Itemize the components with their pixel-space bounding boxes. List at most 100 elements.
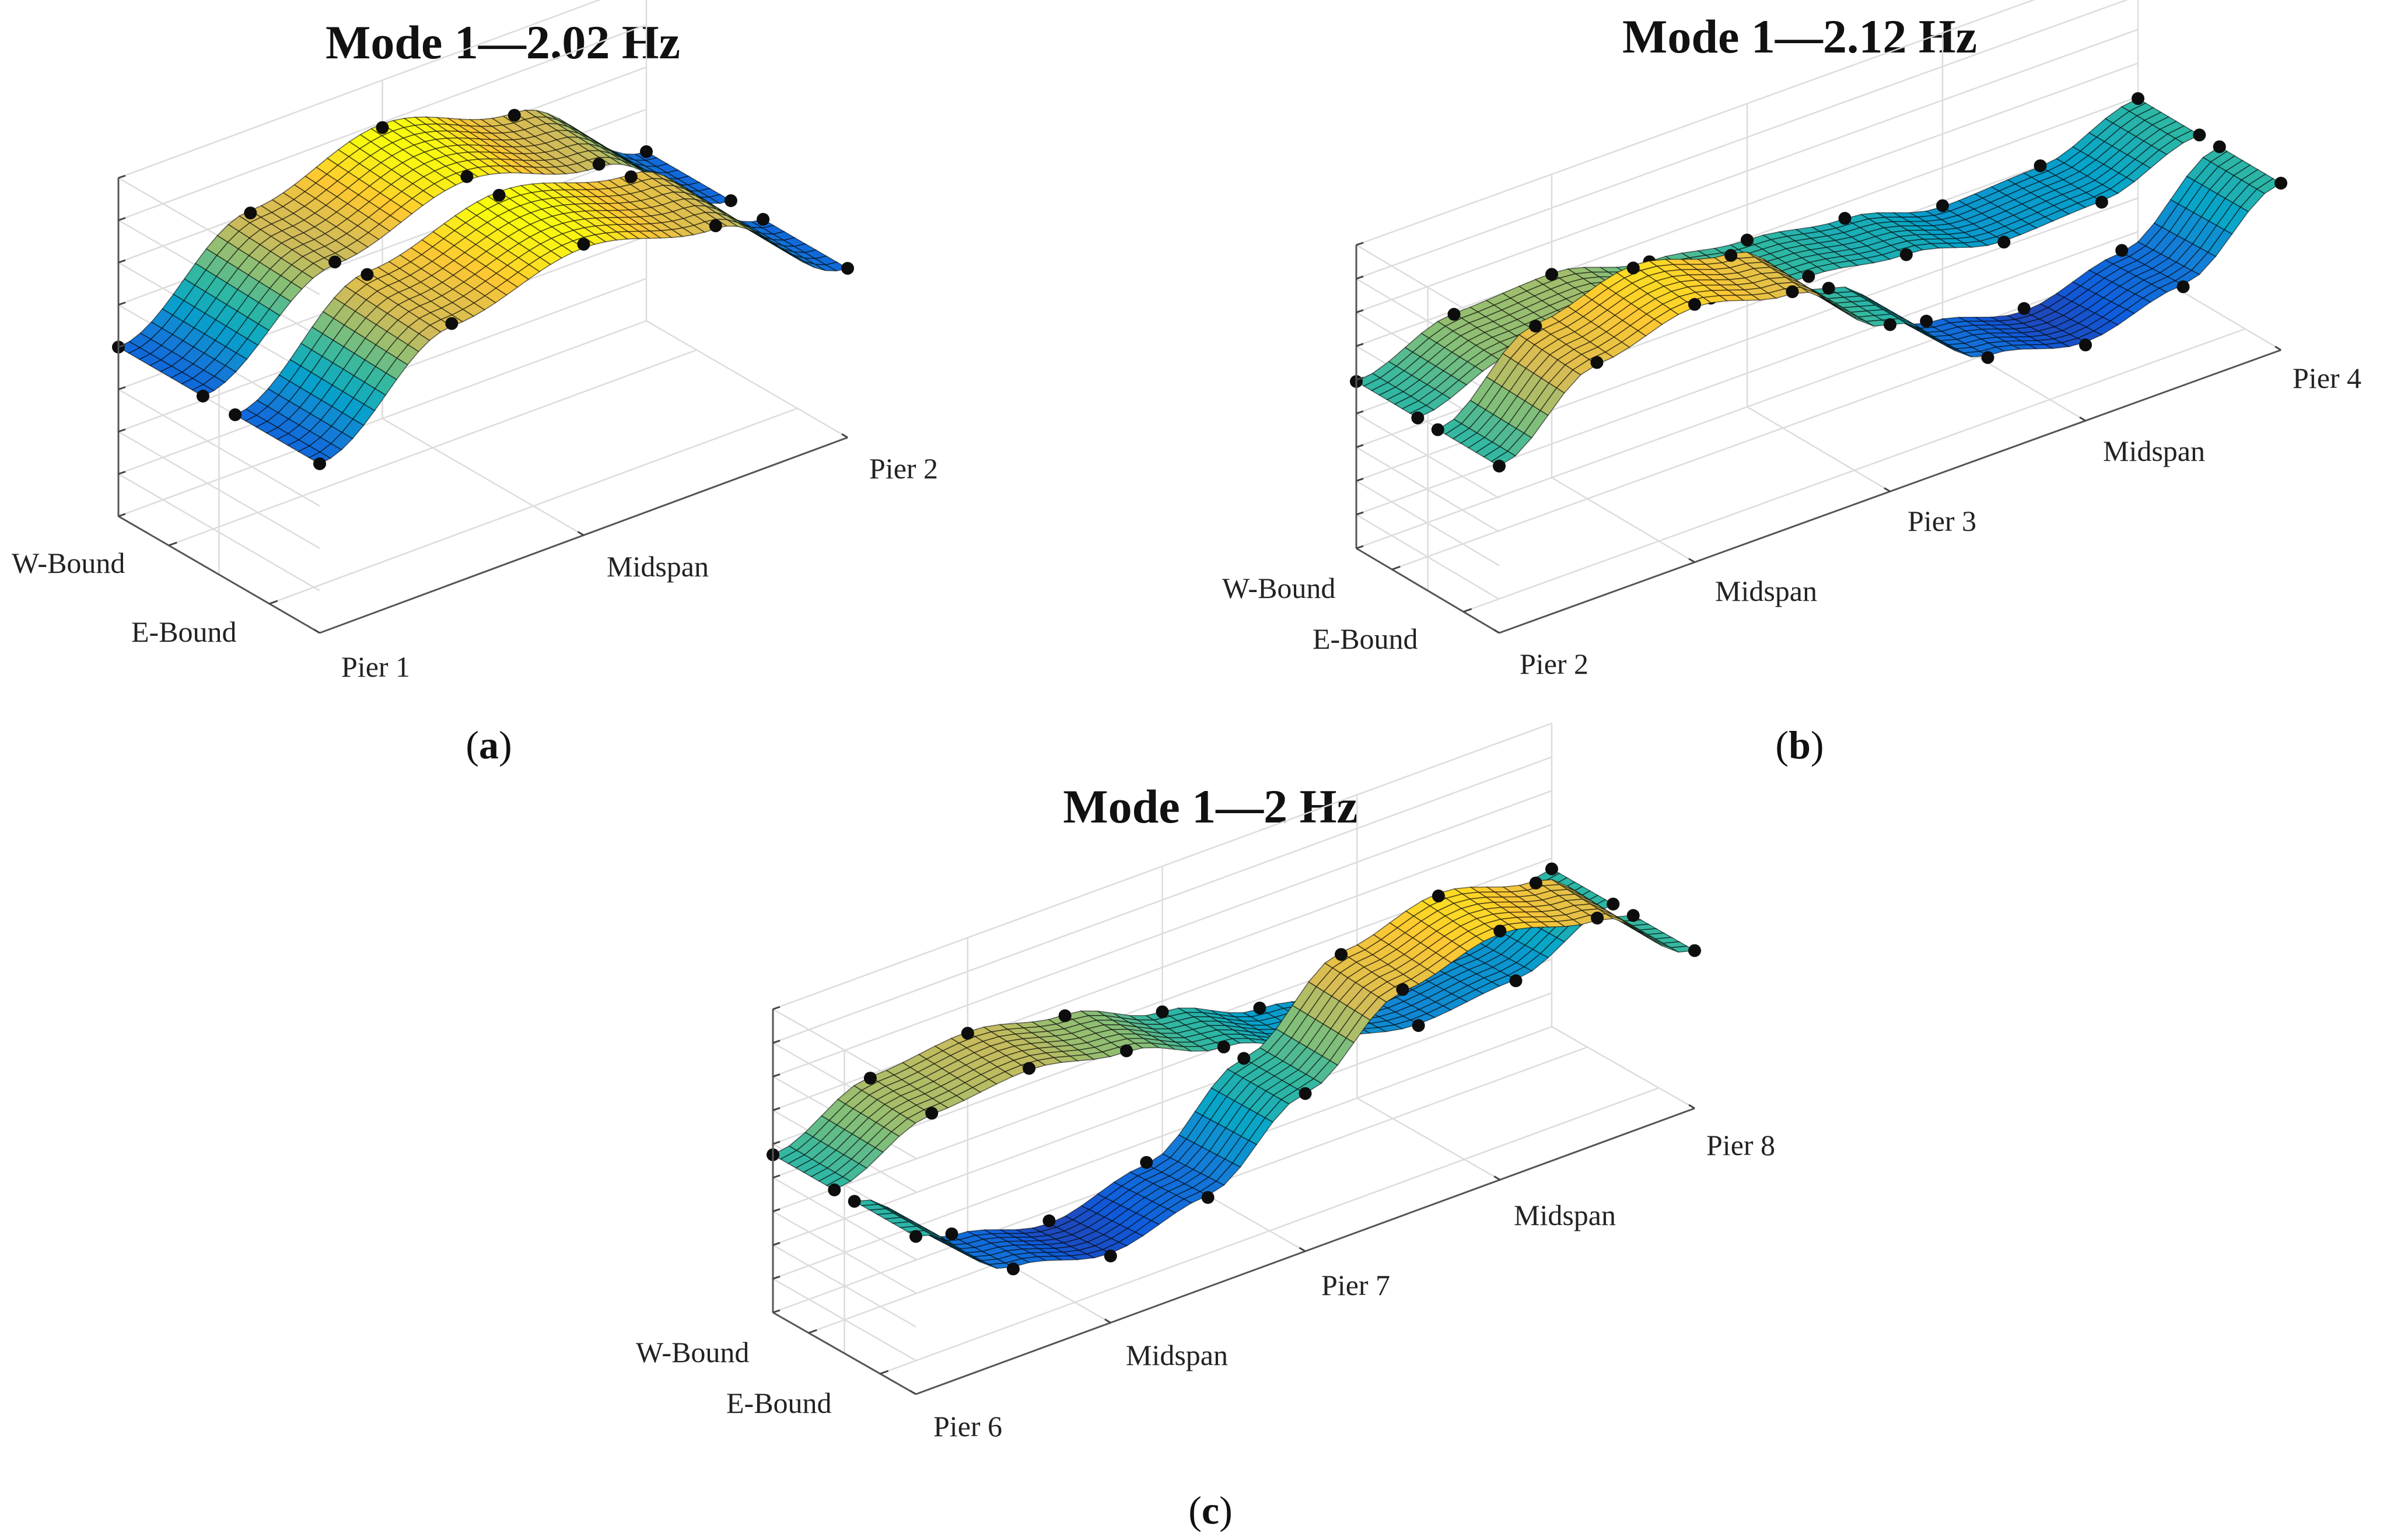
panel-b-xtick-1: Pier 2 <box>1520 648 1588 680</box>
grid-line <box>1463 328 2246 612</box>
sensor-point <box>863 1072 877 1085</box>
panel-c-xtick-1: Pier 6 <box>933 1410 1002 1443</box>
sensor-point <box>724 194 737 207</box>
z-tick-mark <box>118 386 126 390</box>
x-tick-mark <box>2079 416 2086 422</box>
panel-b: Mode 1—2.12 Hz Pier 4 Midspan Pier 3 Mid… <box>1222 0 2361 767</box>
sensor-point <box>1688 298 1701 311</box>
sensor-point <box>1529 320 1542 332</box>
sensor-point <box>2193 128 2206 142</box>
panel-c: Mode 1—2 Hz Pier 8 Midspan Pier 7 Midspa… <box>636 722 1775 1532</box>
sensor-point <box>196 390 209 402</box>
sensor-point <box>1335 948 1348 961</box>
y-tick-mark <box>269 600 278 605</box>
grid-line <box>168 349 697 547</box>
z-tick-mark <box>1356 275 1364 280</box>
sensor-point <box>1299 1087 1312 1100</box>
sensor-point <box>244 206 257 220</box>
panel-b-xtick-4: Midspan <box>2103 435 2205 467</box>
grid-line <box>382 418 585 536</box>
panel-c-axes <box>772 1006 1695 1395</box>
panel-b-xtick-5: Pier 4 <box>2293 362 2361 394</box>
sensor-point <box>376 121 389 134</box>
sensor-point <box>1140 1156 1153 1169</box>
sensor-point <box>492 188 506 202</box>
x-tick-mark <box>1104 1318 1111 1324</box>
sensor-point <box>1493 925 1507 938</box>
panel-a-label: (a) <box>466 723 512 767</box>
sensor-point <box>1591 911 1604 925</box>
panel-c-xtick-4: Midspan <box>1514 1199 1616 1231</box>
sensor-point <box>1217 1040 1230 1054</box>
sensor-point <box>945 1227 958 1241</box>
z-tick-mark <box>772 1040 781 1044</box>
sensor-point <box>1120 1044 1133 1058</box>
panel-c-xtick-2: Midspan <box>1126 1339 1228 1371</box>
surface-w-bound <box>112 108 737 402</box>
sensor-point <box>624 170 638 184</box>
sensor-point <box>1981 351 1994 364</box>
sensor-point <box>2274 177 2287 190</box>
sensor-point <box>848 1195 861 1208</box>
sensor-point <box>640 145 653 158</box>
sensor-point <box>1431 423 1444 436</box>
z-tick-mark <box>118 217 126 221</box>
panel-a-xtick-1: Pier 1 <box>341 650 410 683</box>
x-tick-mark <box>1493 1175 1501 1181</box>
panel-b-ytick-1: W-Bound <box>1222 572 1335 604</box>
x-tick-mark <box>577 531 585 536</box>
sensor-point <box>925 1107 939 1120</box>
sensor-point <box>828 1183 841 1196</box>
surface-e-bound <box>848 876 1701 1276</box>
sensor-point <box>1432 889 1445 902</box>
sensor-point <box>508 108 521 122</box>
sensor-point <box>1104 1250 1117 1263</box>
sensor-point <box>709 219 722 233</box>
z-tick-mark <box>772 1275 781 1280</box>
sensor-point <box>757 213 770 226</box>
panel-b-xtick-3: Pier 3 <box>1908 505 1976 537</box>
grid-line <box>269 407 798 605</box>
sensor-point <box>1253 1002 1266 1014</box>
sensor-point <box>1899 248 1913 261</box>
panel-c-xtick-5: Pier 8 <box>1706 1129 1775 1161</box>
sensor-point <box>1545 862 1558 876</box>
y-axis-line <box>118 515 320 634</box>
sensor-point <box>909 1230 922 1243</box>
x-tick-mark <box>1299 1247 1306 1252</box>
sensor-point <box>2095 195 2108 209</box>
grid-line <box>880 1087 1660 1375</box>
sensor-point <box>961 1027 974 1040</box>
x-tick-mark <box>2274 345 2281 351</box>
z-tick-mark <box>772 1174 781 1179</box>
sensor-point <box>2079 338 2092 352</box>
sensor-point <box>2176 280 2190 293</box>
sensor-point <box>2034 159 2047 173</box>
z-tick-mark <box>1356 410 1364 415</box>
x-tick-mark <box>1688 558 1695 564</box>
panel-c-xtick-3: Pier 7 <box>1321 1269 1390 1301</box>
panel-b-axes <box>1355 242 2281 634</box>
z-tick-mark <box>1356 376 1364 381</box>
panel-b-label: (b) <box>1775 723 1824 767</box>
x-tick-mark <box>313 628 320 634</box>
z-tick-mark <box>772 1107 781 1111</box>
z-tick-mark <box>118 513 126 517</box>
z-tick-mark <box>772 1006 781 1010</box>
panel-b-ytick-2: E-Bound <box>1313 622 1418 655</box>
sensor-point <box>1493 460 1506 473</box>
surface-e-bound <box>1431 140 2287 473</box>
sensor-point <box>1688 944 1701 957</box>
panel-c-ytick-2: E-Bound <box>726 1387 832 1419</box>
y-axis-line <box>1356 547 1500 634</box>
y-tick-mark <box>808 1329 817 1334</box>
panel-a-ytick-1: W-Bound <box>12 547 125 579</box>
z-tick-mark <box>772 1208 781 1213</box>
grid-line <box>1356 1097 1500 1181</box>
panel-b-xtick-2: Midspan <box>1715 575 1817 607</box>
sensor-point <box>1626 909 1640 922</box>
sensor-point <box>1741 233 1754 247</box>
sensor-point <box>1042 1214 1056 1227</box>
x-tick-mark <box>1493 628 1500 634</box>
x-tick-mark <box>1884 487 1891 492</box>
